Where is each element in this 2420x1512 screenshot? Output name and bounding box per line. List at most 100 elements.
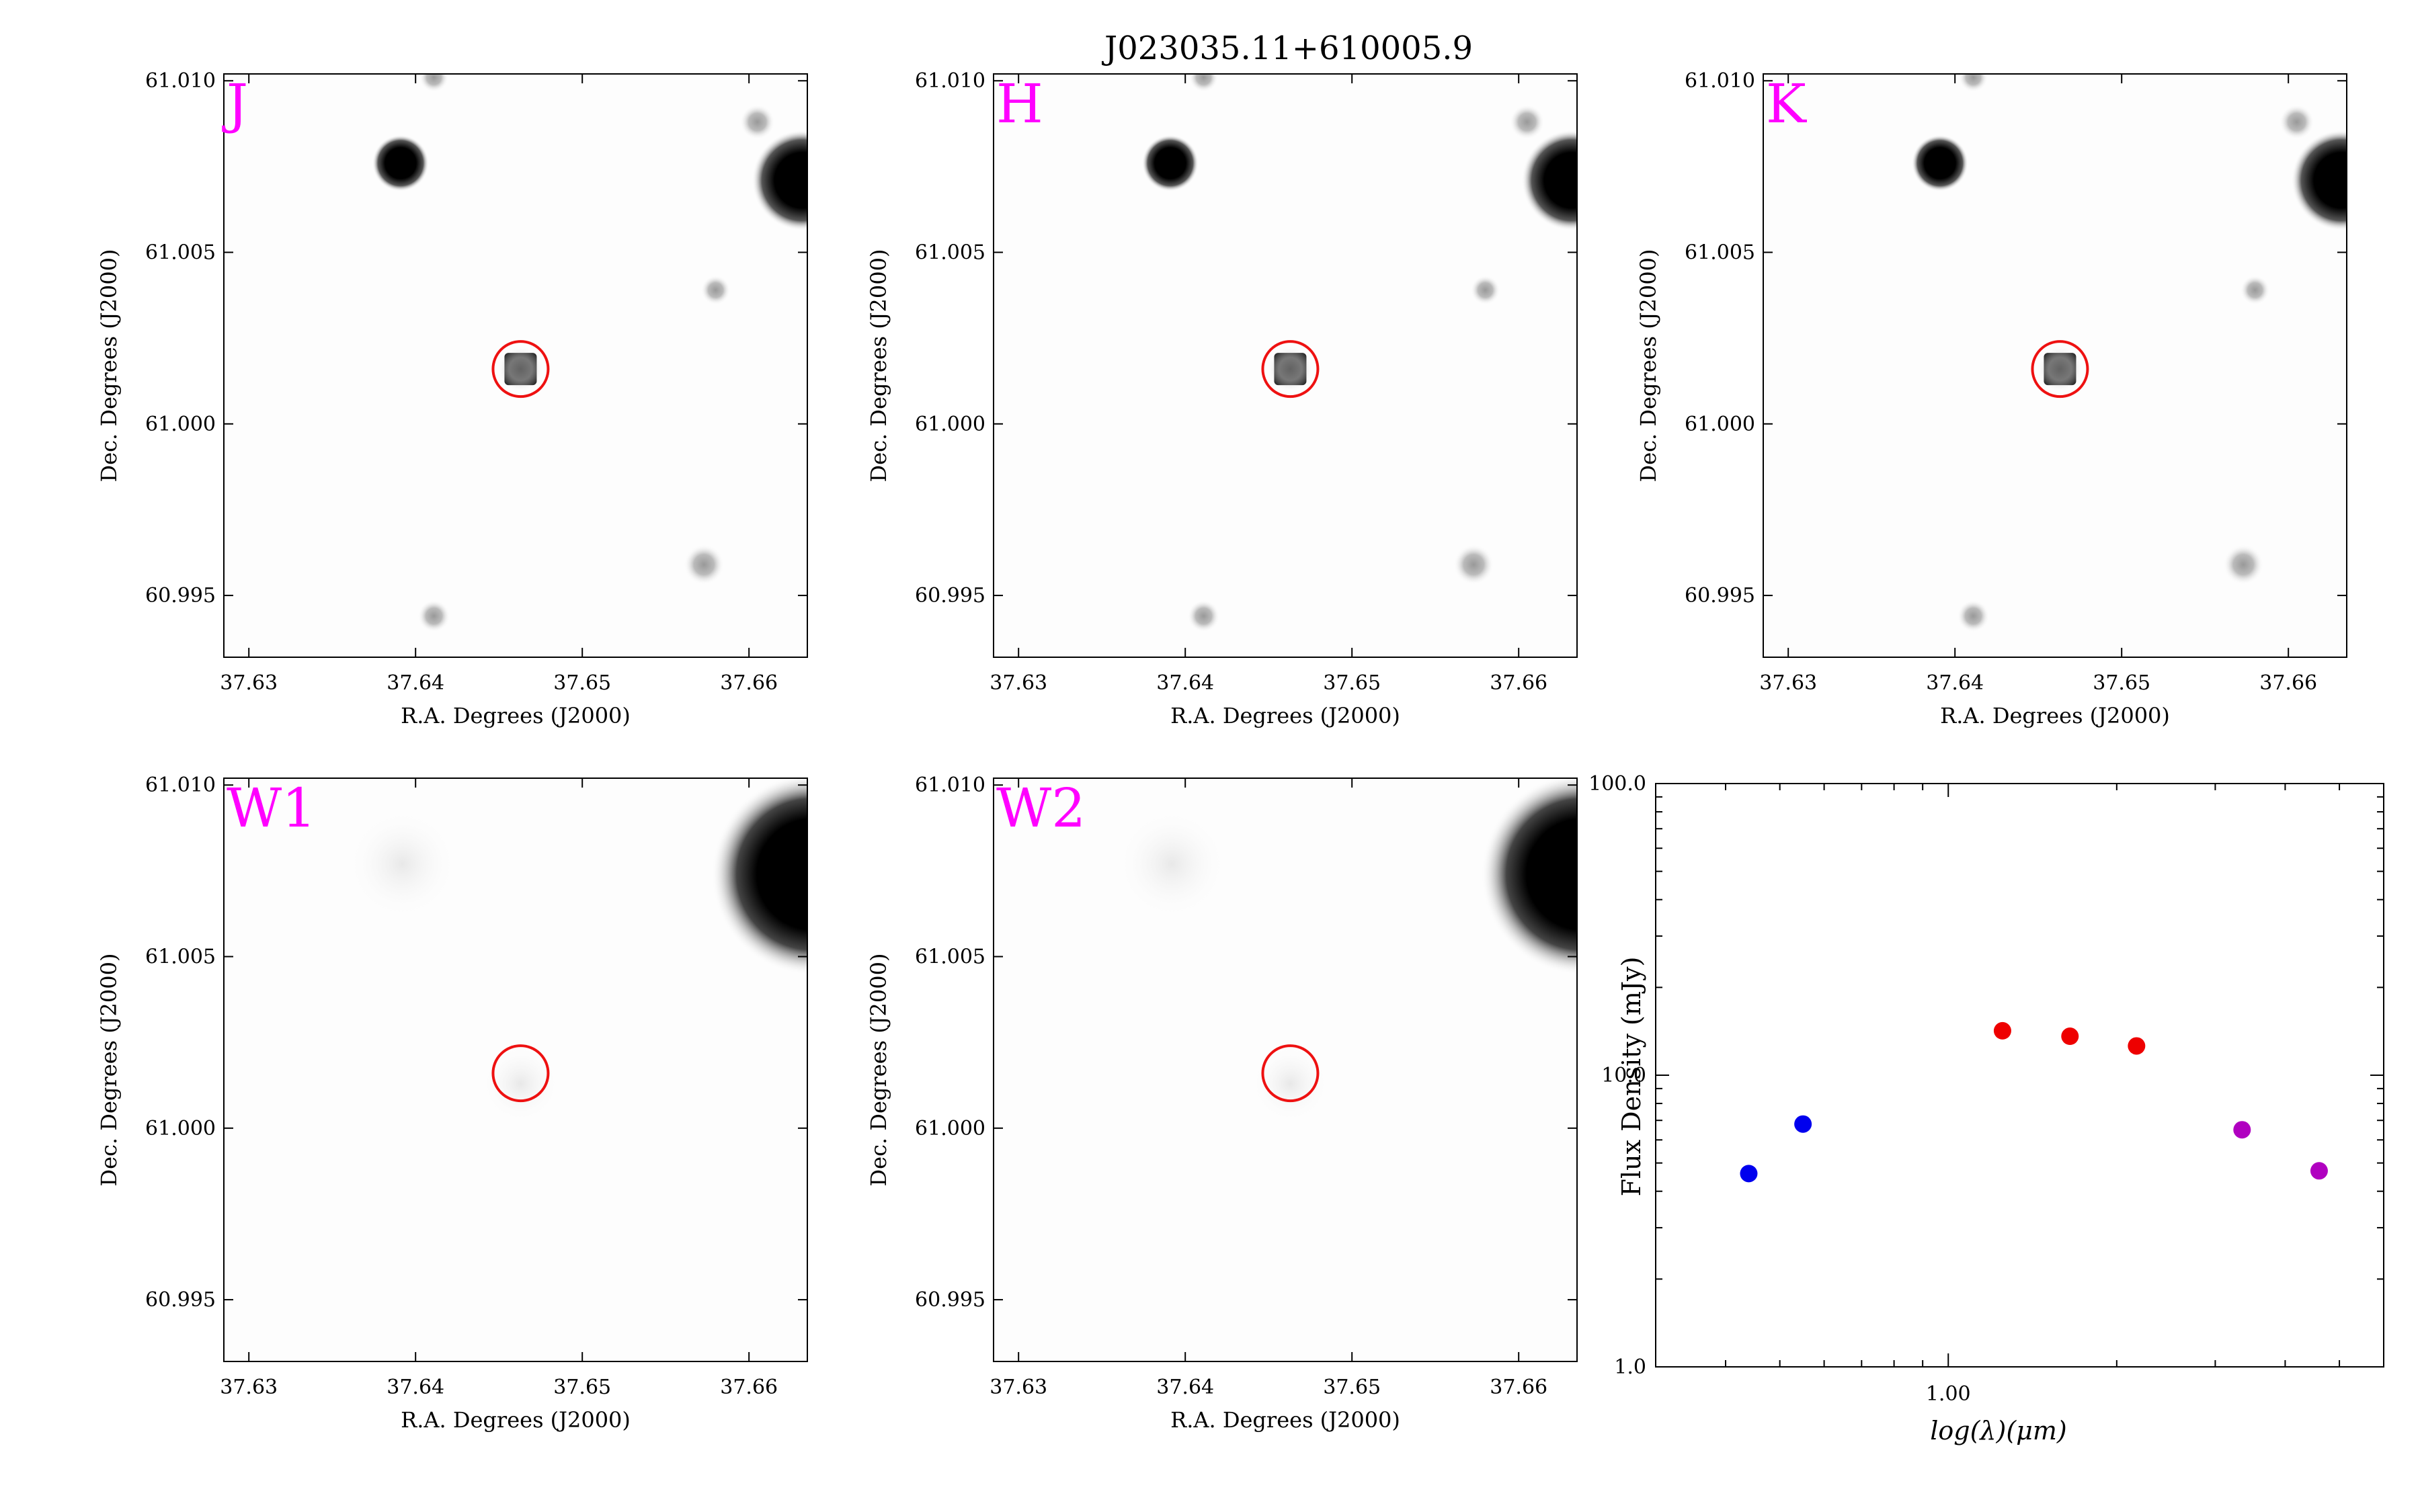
y-tick-label: 60.995 bbox=[145, 584, 216, 607]
target-marker-circle bbox=[1261, 340, 1320, 398]
sed-y-tick-label: 100.0 bbox=[1588, 772, 1646, 796]
star bbox=[1115, 806, 1229, 921]
band-label: W2 bbox=[996, 777, 1086, 839]
y-tick-label: 61.000 bbox=[915, 1117, 985, 1140]
sed-point bbox=[2061, 1027, 2079, 1046]
star bbox=[1470, 275, 1500, 305]
y-tick-label: 61.005 bbox=[145, 946, 216, 969]
y-tick-label: 61.005 bbox=[915, 946, 985, 969]
star bbox=[711, 778, 807, 975]
star bbox=[372, 134, 429, 192]
panel-w2: W2 37.63 37.64 37.65 37.66 60.995 61.000 61.005… bbox=[866, 773, 1578, 1433]
band-label: K bbox=[1766, 73, 1807, 135]
target-marker-circle bbox=[1261, 1044, 1320, 1103]
x-tick-label: 37.64 bbox=[387, 1376, 444, 1399]
sed-points bbox=[1740, 1021, 2328, 1183]
band-label: H bbox=[996, 73, 1043, 135]
image-panels: J 37.63 37.64 37.65 37.66 60.995 61.000 61.005 6… bbox=[96, 69, 2347, 1433]
x-tick-label: 37.63 bbox=[990, 1376, 1047, 1399]
y-tick-label: 61.010 bbox=[915, 773, 985, 797]
star bbox=[419, 74, 449, 93]
y-axis-label: Dec. Degrees (J2000) bbox=[96, 954, 122, 1187]
x-axis-label: R.A. Degrees (J2000) bbox=[401, 703, 631, 728]
target-marker-circle bbox=[2031, 340, 2089, 398]
star bbox=[1453, 544, 1494, 585]
sed-point bbox=[2310, 1162, 2328, 1180]
sed-plot-frame bbox=[1655, 783, 2384, 1368]
star bbox=[1250, 1043, 1331, 1124]
star-field bbox=[1115, 778, 1577, 1124]
star bbox=[1188, 74, 1219, 93]
star-field bbox=[372, 74, 807, 632]
star bbox=[1911, 134, 1968, 192]
y-tick-label: 61.010 bbox=[915, 69, 985, 93]
x-tick-label: 37.64 bbox=[1926, 671, 1984, 695]
y-axis-label: Dec. Degrees (J2000) bbox=[866, 249, 891, 482]
star bbox=[2223, 544, 2264, 585]
star bbox=[739, 104, 775, 140]
star bbox=[1509, 104, 1545, 140]
target-halo bbox=[2037, 346, 2083, 392]
sed-chart: 1.0 10.0 100.0 1.00 Flux Density (mJy) log(… bbox=[1588, 772, 2384, 1445]
x-axis-label: R.A. Degrees (J2000) bbox=[1170, 703, 1400, 728]
x-tick-label: 37.66 bbox=[1490, 1376, 1547, 1399]
star bbox=[1141, 134, 1199, 192]
band-label: W1 bbox=[227, 777, 316, 839]
sed-ylabel: Flux Density (mJy) bbox=[1617, 957, 1646, 1197]
x-tick-label: 37.66 bbox=[1490, 671, 1547, 695]
figure-title: J023035.11+610005.9 bbox=[1101, 30, 1473, 67]
target-marker-circle bbox=[491, 1044, 550, 1103]
panel-frame bbox=[1763, 73, 2347, 658]
star bbox=[1481, 778, 1577, 975]
panel-frame bbox=[223, 778, 808, 1362]
star bbox=[480, 1043, 561, 1124]
y-tick-label: 60.995 bbox=[145, 1288, 216, 1312]
sed-ticks: 1.0 10.0 100.0 1.00 bbox=[1588, 772, 2384, 1406]
x-tick-label: 37.65 bbox=[1323, 1376, 1381, 1399]
x-tick-label: 37.64 bbox=[1156, 671, 1214, 695]
sed-point bbox=[2233, 1121, 2251, 1139]
x-axis-label: R.A. Degrees (J2000) bbox=[1170, 1407, 1400, 1433]
y-tick-label: 61.000 bbox=[1685, 413, 1755, 436]
x-tick-label: 37.66 bbox=[2259, 671, 2317, 695]
x-tick-label: 37.64 bbox=[387, 671, 444, 695]
target-halo bbox=[497, 346, 544, 392]
sed-y-tick-label: 10.0 bbox=[1601, 1064, 1646, 1087]
sed-point bbox=[1794, 1115, 1812, 1133]
x-tick-label: 37.65 bbox=[553, 1376, 611, 1399]
y-tick-label: 61.010 bbox=[145, 69, 216, 93]
x-tick-label: 37.65 bbox=[2093, 671, 2150, 695]
y-tick-label: 61.000 bbox=[145, 413, 216, 436]
y-tick-label: 60.995 bbox=[1685, 584, 1755, 607]
x-tick-label: 37.63 bbox=[990, 671, 1047, 695]
x-tick-label: 37.66 bbox=[720, 671, 778, 695]
x-tick-label: 37.65 bbox=[1323, 671, 1381, 695]
x-axis-label: R.A. Degrees (J2000) bbox=[1940, 703, 2170, 728]
sed-point bbox=[1740, 1165, 1758, 1183]
star bbox=[2279, 104, 2314, 140]
y-tick-label: 61.005 bbox=[915, 241, 985, 265]
sed-x-tick-label: 1.00 bbox=[1926, 1382, 1971, 1406]
band-label: J bbox=[222, 73, 248, 135]
star bbox=[684, 544, 725, 585]
x-tick-label: 37.65 bbox=[553, 671, 611, 695]
y-tick-label: 60.995 bbox=[915, 584, 985, 607]
star bbox=[2291, 130, 2347, 231]
target-marker-circle bbox=[491, 340, 550, 398]
star-field bbox=[1911, 74, 2347, 632]
panel-k: K 37.63 37.64 37.65 37.66 60.995 61.000 61.005 6… bbox=[1636, 69, 2347, 728]
panel-frame bbox=[223, 73, 808, 658]
star bbox=[345, 806, 460, 921]
y-axis-label: Dec. Degrees (J2000) bbox=[96, 249, 122, 482]
x-tick-label: 37.66 bbox=[720, 1376, 778, 1399]
x-tick-label: 37.63 bbox=[220, 671, 278, 695]
x-tick-label: 37.64 bbox=[1156, 1376, 1214, 1399]
y-axis-label: Dec. Degrees (J2000) bbox=[866, 954, 891, 1187]
y-tick-label: 61.005 bbox=[145, 241, 216, 265]
star bbox=[700, 275, 731, 305]
panel-w1: W1 37.63 37.64 37.65 37.66 60.995 61.000 61.005… bbox=[96, 773, 808, 1433]
star bbox=[1958, 74, 1988, 93]
star bbox=[1957, 599, 1990, 632]
y-tick-label: 61.010 bbox=[145, 773, 216, 797]
